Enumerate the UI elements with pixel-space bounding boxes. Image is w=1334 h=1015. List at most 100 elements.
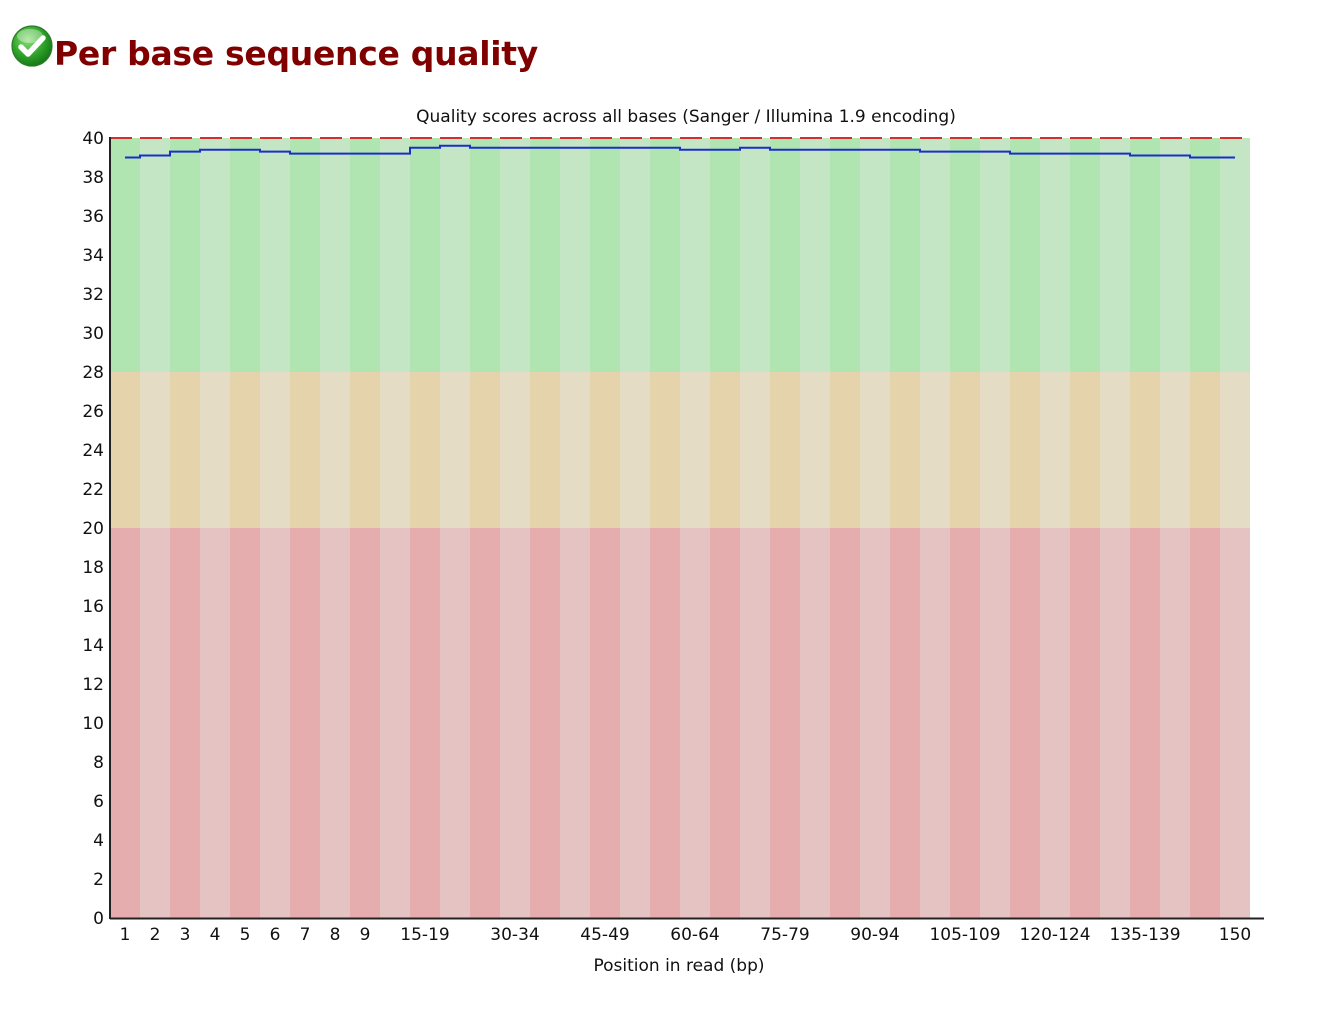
x-tick-label: 2	[150, 925, 161, 945]
x-axis-label: Position in read (bp)	[593, 956, 764, 976]
zone-band-good	[620, 138, 650, 372]
zone-band-good	[260, 138, 290, 372]
zone-band-good	[950, 138, 980, 372]
zone-band-reasonable	[560, 372, 590, 528]
page-title: Per base sequence quality	[54, 34, 538, 73]
x-tick-label: 5	[240, 925, 251, 945]
zone-band-poor	[1100, 528, 1130, 918]
zone-band-reasonable	[410, 372, 440, 528]
zone-band-reasonable	[380, 372, 410, 528]
zone-band-good	[860, 138, 890, 372]
zone-band-reasonable	[290, 372, 320, 528]
x-tick-label: 7	[300, 925, 311, 945]
zone-band-poor	[1070, 528, 1100, 918]
zone-band-poor	[890, 528, 920, 918]
zone-band-poor	[470, 528, 500, 918]
zone-band-poor	[1010, 528, 1040, 918]
zone-band-reasonable	[650, 372, 680, 528]
zone-band-poor	[320, 528, 350, 918]
y-tick-label: 4	[93, 831, 104, 851]
zone-band-poor	[170, 528, 200, 918]
zone-band-poor	[200, 528, 230, 918]
zone-band-reasonable	[590, 372, 620, 528]
zone-band-good	[410, 138, 440, 372]
zone-band-reasonable	[680, 372, 710, 528]
y-tick-label: 18	[82, 558, 104, 578]
y-tick-label: 16	[82, 597, 104, 617]
x-tick-label: 30-34	[490, 925, 539, 945]
zone-band-good	[500, 138, 530, 372]
zone-band-reasonable	[950, 372, 980, 528]
x-tick-label: 45-49	[580, 925, 629, 945]
zone-band-reasonable	[710, 372, 740, 528]
x-tick-label: 1	[120, 925, 131, 945]
zone-band-reasonable	[1220, 372, 1250, 528]
zone-band-reasonable	[1010, 372, 1040, 528]
y-tick-label: 20	[82, 519, 104, 539]
y-tick-label: 36	[82, 207, 104, 227]
zone-band-poor	[590, 528, 620, 918]
zone-band-reasonable	[170, 372, 200, 528]
x-tick-label: 105-109	[929, 925, 1000, 945]
x-axis: 1 2 3 4 5 6 7 8 9 15-19 30-34 45-49 60-64 75-79 90-94 1…	[120, 925, 1252, 945]
zone-band-poor	[980, 528, 1010, 918]
x-tick-label: 6	[270, 925, 281, 945]
x-tick-label: 9	[360, 925, 371, 945]
y-tick-label: 14	[82, 636, 104, 656]
pass-check-icon	[11, 25, 53, 67]
zone-band-poor	[230, 528, 260, 918]
zone-band-good	[890, 138, 920, 372]
x-tick-label: 8	[330, 925, 341, 945]
zone-band-poor	[500, 528, 530, 918]
zone-band-reasonable	[140, 372, 170, 528]
y-tick-label: 0	[93, 909, 104, 929]
x-tick-label: 3	[180, 925, 191, 945]
module-heading: Per base sequence quality	[10, 24, 538, 73]
zone-band-reasonable	[1040, 372, 1070, 528]
zone-band-reasonable	[740, 372, 770, 528]
zone-band-good	[1100, 138, 1130, 372]
zone-band-poor	[650, 528, 680, 918]
zone-band-poor	[800, 528, 830, 918]
zone-band-good	[440, 138, 470, 372]
zone-band-reasonable	[440, 372, 470, 528]
zone-band-poor	[350, 528, 380, 918]
y-tick-label: 32	[82, 285, 104, 305]
zone-band-poor	[1220, 528, 1250, 918]
zone-band-reasonable	[350, 372, 380, 528]
zone-band-poor	[950, 528, 980, 918]
zone-band-good	[800, 138, 830, 372]
x-tick-label: 4	[210, 925, 221, 945]
zone-band-reasonable	[800, 372, 830, 528]
zone-band-good	[1130, 138, 1160, 372]
zone-band-reasonable	[980, 372, 1010, 528]
zone-band-reasonable	[110, 372, 140, 528]
zone-band-reasonable	[1190, 372, 1220, 528]
zone-band-good	[650, 138, 680, 372]
zone-band-good	[140, 138, 170, 372]
zone-band-reasonable	[230, 372, 260, 528]
zone-band-good	[530, 138, 560, 372]
zone-band-reasonable	[500, 372, 530, 528]
zone-band-good	[200, 138, 230, 372]
chart-title: Quality scores across all bases (Sanger …	[416, 107, 956, 127]
y-tick-label: 24	[82, 441, 104, 461]
zone-band-poor	[380, 528, 410, 918]
zone-band-good	[470, 138, 500, 372]
zone-band-poor	[560, 528, 590, 918]
x-tick-label: 90-94	[850, 925, 899, 945]
x-tick-label: 135-139	[1109, 925, 1180, 945]
zone-band-good	[980, 138, 1010, 372]
x-tick-label: 120-124	[1019, 925, 1090, 945]
zone-band-good	[770, 138, 800, 372]
zone-band-good	[350, 138, 380, 372]
zone-band-poor	[440, 528, 470, 918]
zone-band-poor	[110, 528, 140, 918]
y-tick-label: 34	[82, 246, 104, 266]
zone-band-reasonable	[1070, 372, 1100, 528]
zone-band-reasonable	[320, 372, 350, 528]
y-tick-label: 40	[82, 129, 104, 149]
zone-band-poor	[860, 528, 890, 918]
zone-band-poor	[830, 528, 860, 918]
zone-band-good	[170, 138, 200, 372]
